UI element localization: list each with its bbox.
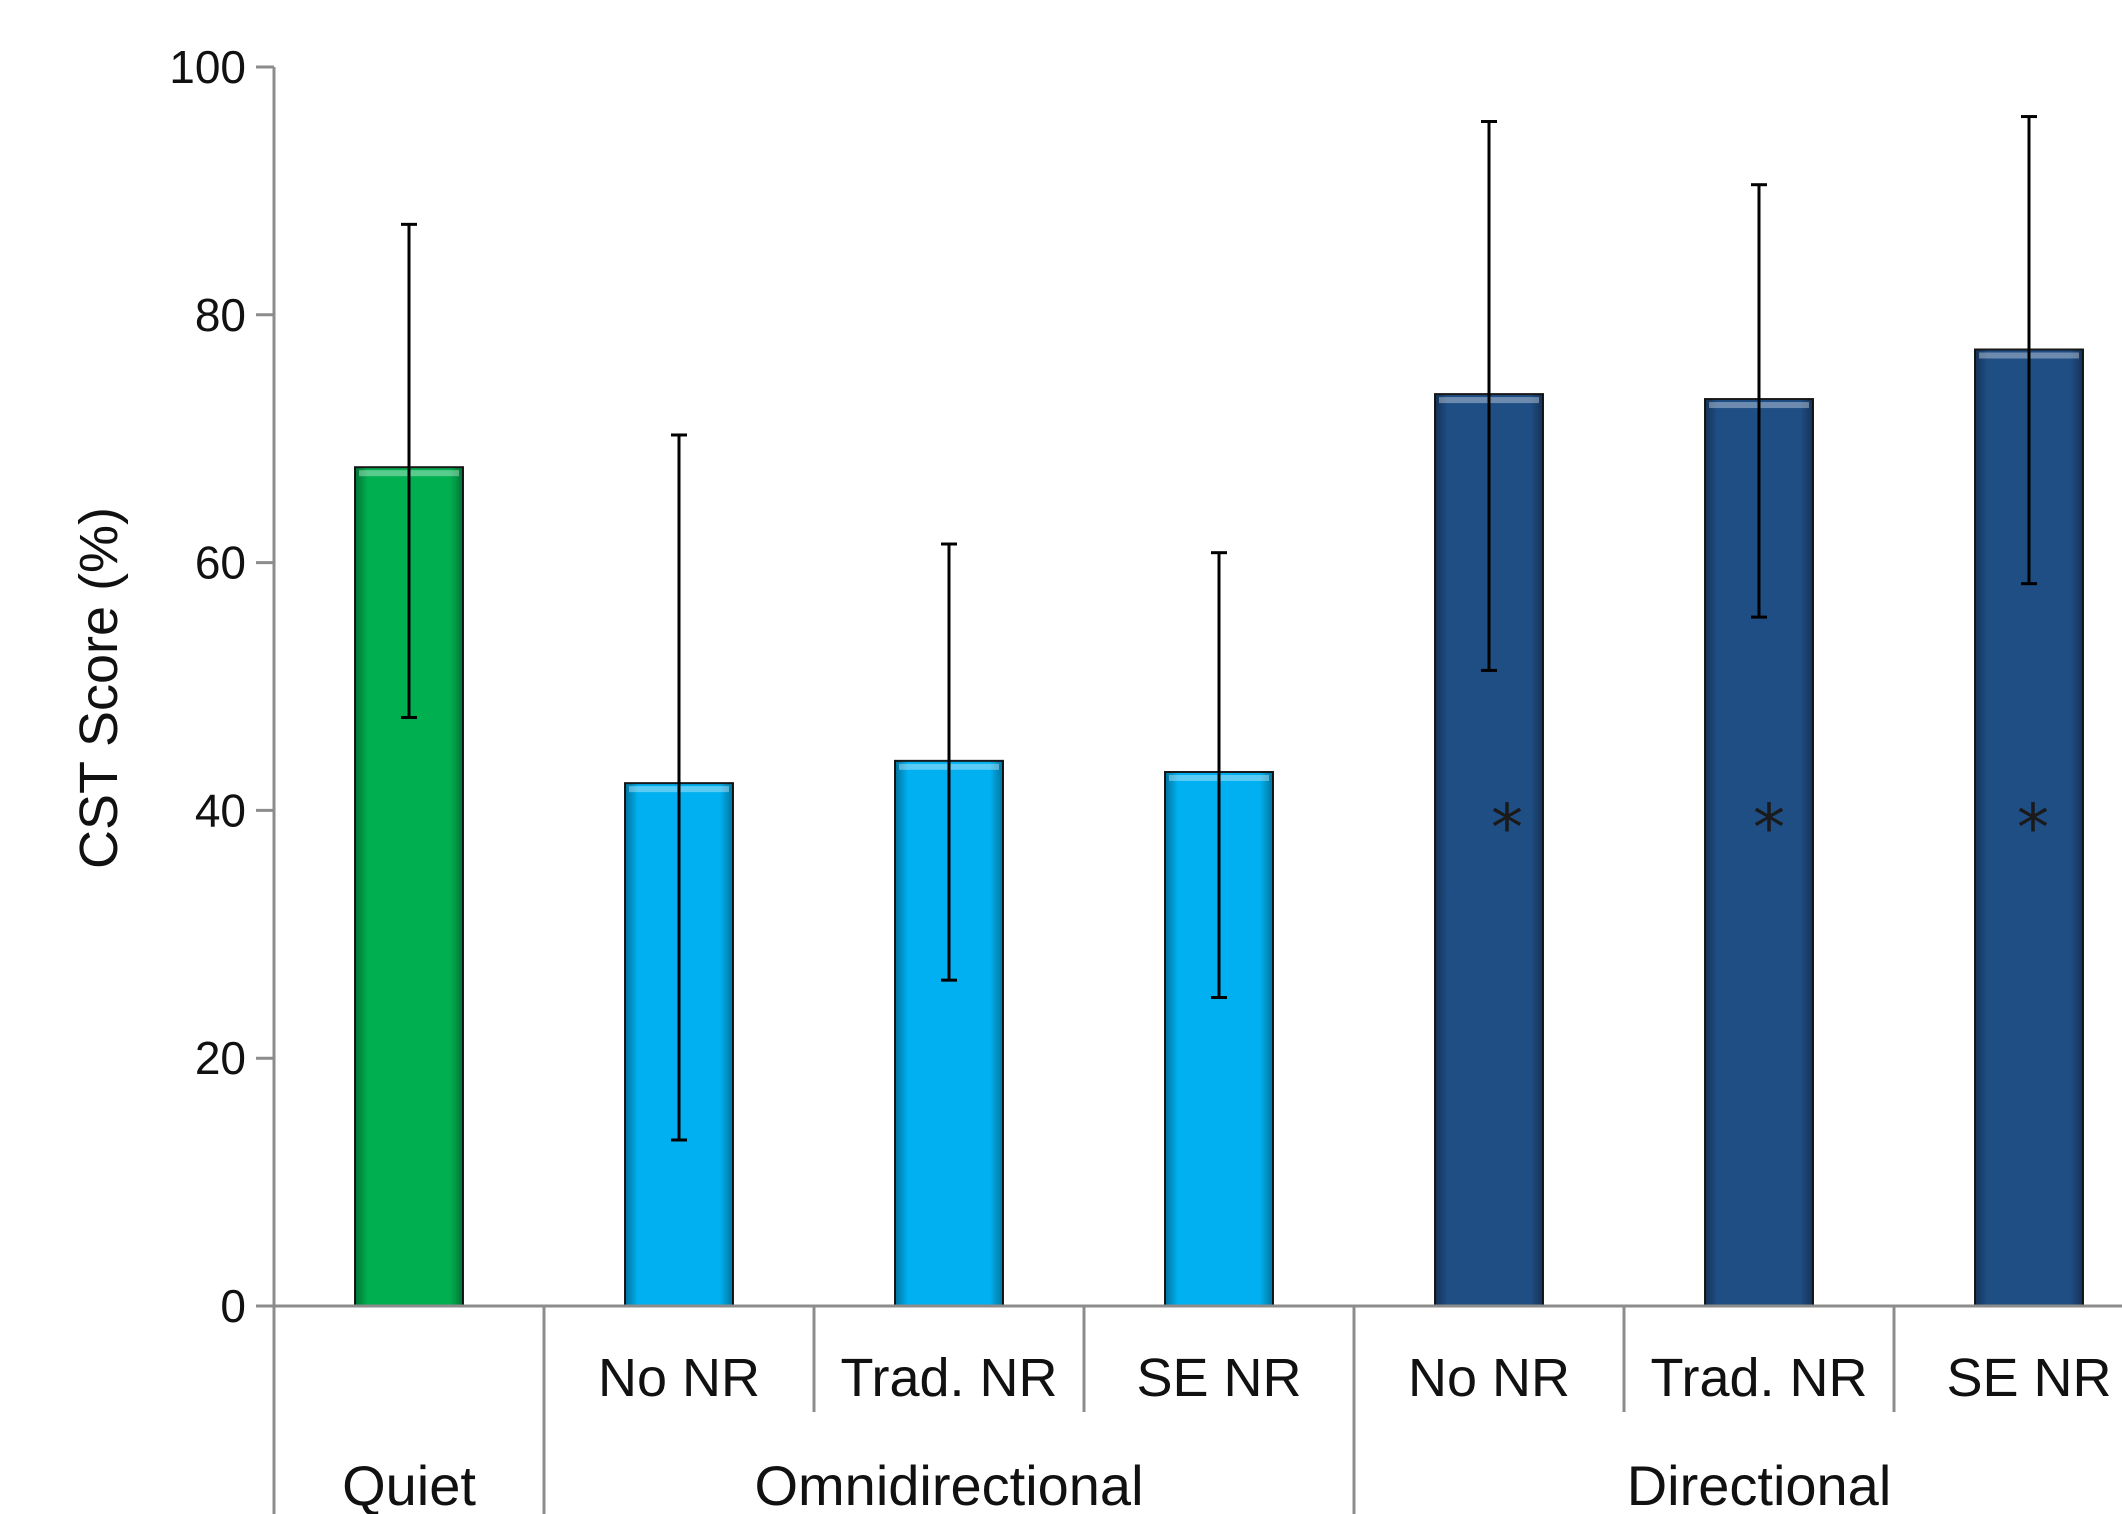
error-bar-5: [1751, 183, 1767, 619]
bar-6: [1974, 348, 2084, 1307]
x-category-label: Trad. NR: [1650, 1348, 1867, 1408]
significance-marker: *: [2017, 792, 2049, 866]
significance-markers: * * *: [1491, 792, 2049, 866]
x-group-label: Directional: [1627, 1454, 1892, 1514]
x-category-label: SE NR: [1136, 1348, 1301, 1408]
error-bar-2: [941, 542, 957, 982]
error-bar-1: [671, 433, 687, 1142]
x-group-label: Omnidirectional: [754, 1454, 1143, 1514]
error-bar-3: [1211, 551, 1227, 999]
x-group-label: Quiet: [342, 1454, 476, 1514]
x-category-label: No NR: [598, 1348, 760, 1408]
x-category-label: SE NR: [1946, 1348, 2111, 1408]
error-bars: [401, 115, 2037, 1142]
axis-labels: 0 20 40 60 80 100 No NR Trad. NR SE NR No NR Trad.…: [169, 41, 2111, 1514]
y-tick-label: 40: [195, 784, 246, 836]
y-tick-label: 80: [195, 289, 246, 341]
y-tick-label: 100: [169, 41, 246, 93]
y-tick-label: 0: [220, 1280, 246, 1332]
significance-marker: *: [1753, 792, 1785, 866]
y-tick-label: 60: [195, 537, 246, 589]
x-category-label: No NR: [1408, 1348, 1570, 1408]
error-bar-0: [401, 222, 417, 719]
error-bar-4: [1481, 120, 1497, 672]
significance-marker: *: [1491, 792, 1523, 866]
error-bar-6: [2021, 115, 2037, 586]
axes: [256, 65, 2122, 1514]
x-category-label: Trad. NR: [840, 1348, 1057, 1408]
y-axis-title: CST Score (%): [69, 507, 129, 869]
bar-4: [1434, 393, 1544, 1307]
y-tick-label: 20: [195, 1032, 246, 1084]
